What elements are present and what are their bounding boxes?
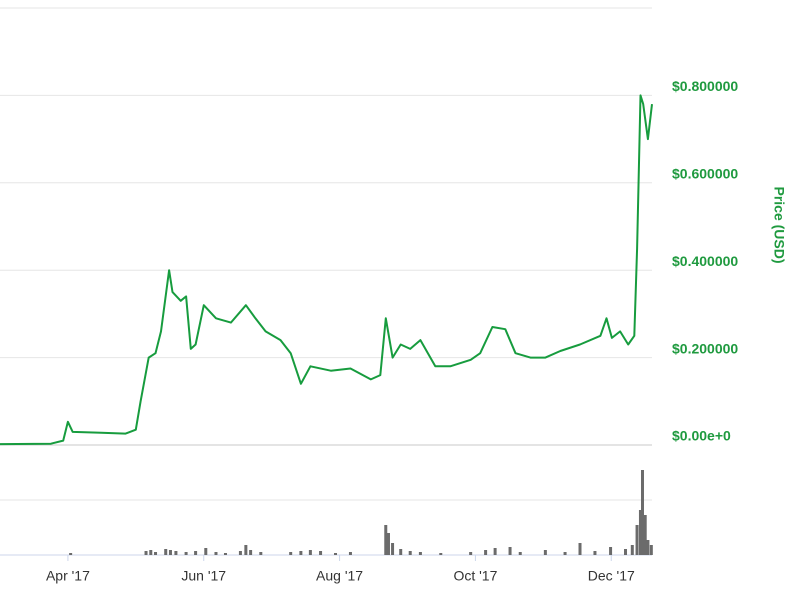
volume-bar <box>348 552 352 555</box>
volume-bar <box>624 549 628 555</box>
volume-bar <box>439 553 443 555</box>
volume-bar <box>408 551 412 555</box>
volume-bar <box>635 525 639 555</box>
y-tick-label: $0.600000 <box>672 166 738 182</box>
volume-bar <box>493 548 497 555</box>
volume-bar <box>630 545 634 555</box>
volume-bar <box>238 551 242 555</box>
x-tick-label: Dec '17 <box>588 568 635 584</box>
volume-bar <box>289 552 293 555</box>
x-tick-label: Apr '17 <box>46 568 90 584</box>
volume-bar <box>194 551 198 555</box>
volume-bar <box>391 543 395 555</box>
volume-bar <box>244 545 248 555</box>
volume-bar <box>334 553 338 555</box>
volume-bar <box>164 549 168 555</box>
volume-bar <box>154 552 158 555</box>
volume-bar <box>578 543 582 555</box>
volume-bar <box>518 552 522 555</box>
volume-bar <box>149 550 153 555</box>
volume-bar <box>249 550 253 555</box>
x-tick-label: Aug '17 <box>316 568 363 584</box>
volume-bar <box>144 551 148 555</box>
volume-bar <box>646 540 650 555</box>
volume-bar <box>643 515 647 555</box>
volume-bar <box>593 551 597 555</box>
volume-bar <box>469 552 473 555</box>
volume-bar <box>638 510 642 555</box>
volume-bar <box>384 525 388 555</box>
volume-bar <box>214 552 218 555</box>
x-tick-label: Oct '17 <box>453 568 497 584</box>
y-tick-label: $0.800000 <box>672 78 738 94</box>
volume-bar <box>168 550 172 555</box>
volume-bar <box>418 552 422 555</box>
x-tick-label: Jun '17 <box>181 568 226 584</box>
volume-bar <box>508 547 512 555</box>
volume-bar <box>386 533 390 555</box>
volume-bar <box>223 553 227 555</box>
volume-bar <box>204 548 208 555</box>
volume-bar <box>640 470 644 555</box>
volume-bar <box>184 552 188 555</box>
volume-bar <box>609 547 613 555</box>
volume-bar <box>299 551 303 555</box>
volume-bar <box>69 553 73 555</box>
volume-bar <box>319 551 323 555</box>
volume-bar <box>563 552 567 555</box>
volume-bar <box>543 550 547 555</box>
volume-bar <box>649 545 653 555</box>
y-tick-label: $0.200000 <box>672 340 738 356</box>
volume-bar <box>259 552 263 555</box>
y-tick-label: $0.400000 <box>672 253 738 269</box>
volume-bar <box>174 551 178 555</box>
y-axis-title: Price (USD) <box>771 186 787 263</box>
price-line <box>0 94 653 446</box>
volume-bar <box>484 550 488 555</box>
y-tick-label: $0.00e+0 <box>672 428 731 444</box>
volume-bar <box>308 550 312 555</box>
volume-bar <box>399 549 403 555</box>
